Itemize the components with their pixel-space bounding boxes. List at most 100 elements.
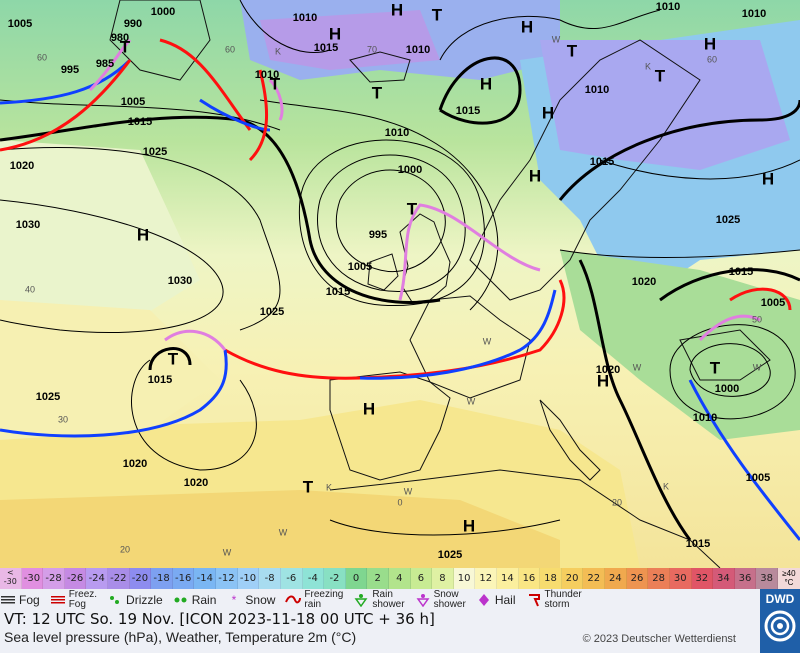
- isobar-label: 1010: [585, 84, 609, 96]
- scale-cell: -10: [237, 568, 260, 589]
- isobar-1025-south: [329, 519, 561, 536]
- scale-cell: 38: [756, 568, 778, 589]
- scale-cell: 4: [388, 568, 411, 589]
- scale-cell: -30: [21, 568, 44, 589]
- occlusion-uk: [398, 203, 541, 301]
- fronts: [0, 38, 800, 541]
- temperature-label: 20: [612, 497, 622, 507]
- isobar-label: 995: [61, 64, 79, 76]
- temperature-label: 30: [58, 414, 68, 424]
- legend-label: Hail: [494, 593, 516, 607]
- isobar-label: 1015: [729, 266, 753, 278]
- isobar-1010: [259, 99, 499, 311]
- isobar-label: 1000: [151, 6, 175, 18]
- high-pressure-center: H: [329, 24, 341, 43]
- legend-label: Snow shower: [433, 589, 466, 610]
- legend-item: * Snow: [226, 593, 275, 607]
- scale-cell: 24: [605, 568, 627, 589]
- temperature-area-mild-east: [560, 250, 800, 440]
- isobar-label: 990: [124, 18, 142, 30]
- temperature-area-warm-africa: [0, 490, 560, 568]
- isobar-label: 985: [96, 58, 114, 70]
- scale-cell: 16: [518, 568, 541, 589]
- low-pressure-center: T: [655, 66, 666, 85]
- legend-item: Hail: [476, 593, 516, 607]
- isobar-995: [335, 169, 446, 272]
- scale-cell: 22: [583, 568, 606, 589]
- scale-cell: 0: [345, 568, 368, 589]
- high-pressure-center: H: [597, 371, 609, 390]
- isobar-label: 1010: [385, 127, 409, 139]
- isobar-label: 1005: [761, 297, 785, 309]
- temperature-area-cold-east: [540, 40, 790, 170]
- legend-label: Fog: [19, 593, 40, 607]
- isobar-label: 1010: [693, 412, 717, 424]
- thunderstorm-icon: [526, 593, 542, 607]
- scale-cell: 10: [453, 568, 476, 589]
- isobar-1005: [298, 139, 485, 307]
- temperature-label: K: [645, 61, 651, 71]
- occlusion-atlantic: [268, 78, 284, 121]
- isobar-label: 1015: [326, 286, 350, 298]
- temperature-labels: 60 60 70 60 50 40 30 20 20 0 K K W W W W W K W W W K: [25, 34, 762, 557]
- pressure-labels: 1005 990 1000 980 995 985 1005 1015 1020 1025 1030…: [8, 1, 785, 561]
- occlusion-greenland: [88, 38, 132, 92]
- coastline-iberia: [329, 371, 451, 481]
- snow-icon: *: [226, 593, 242, 607]
- copyright: © 2023 Deutscher Wetterdienst: [582, 633, 736, 645]
- high-pressure-center: H: [704, 34, 716, 53]
- coastline-scandinavia: [469, 39, 701, 301]
- valid-time: VT: 12 UTC So. 19 Nov. [ICON 2023-11-18 …: [4, 610, 435, 628]
- map-info: VT: 12 UTC So. 19 Nov. [ICON 2023-11-18 …: [0, 610, 760, 653]
- isobar-1025-east: [599, 159, 800, 180]
- isobar-label: 1025: [716, 214, 740, 226]
- low-pressure-center: T: [372, 83, 383, 102]
- legend-label: Drizzle: [126, 593, 163, 607]
- temperature-label: 70: [367, 44, 377, 54]
- scale-cell: < -30: [0, 568, 22, 589]
- isobar-1010-north: [439, 9, 661, 61]
- scale-cell: 26: [626, 568, 649, 589]
- temperature-area-cool-atlantic: [0, 140, 200, 330]
- temperature-label: 0: [397, 497, 402, 507]
- isobar-label: 1010: [406, 44, 430, 56]
- isobar-label: 1025: [36, 391, 60, 403]
- isobar-label: 1015: [590, 156, 614, 168]
- temperature-label: W: [223, 547, 232, 557]
- snow-shower-icon: [415, 593, 431, 608]
- coastline-italy: [539, 399, 601, 481]
- thick-isobars: [0, 56, 800, 541]
- warm-front-atlantic-1: [248, 69, 269, 162]
- isobar-bold-1: [0, 115, 441, 304]
- scale-cell: 14: [497, 568, 519, 589]
- temperature-label: 40: [25, 284, 35, 294]
- cold-front-east: [688, 379, 800, 541]
- freezing-fog-icon: [50, 593, 66, 607]
- isobar-1020: [0, 99, 281, 131]
- isobar-label: 1000: [715, 383, 739, 395]
- isobar-label: 1025: [143, 146, 167, 158]
- high-pressure-center: H: [542, 103, 554, 122]
- isobar-label: 1020: [10, 160, 34, 172]
- scale-cell: 2: [367, 568, 389, 589]
- temperature-label: 50: [752, 314, 762, 324]
- isobar-label: 1020: [123, 458, 147, 470]
- scale-cell: 18: [540, 568, 562, 589]
- coastline-greenland: [109, 0, 211, 81]
- legend-item: Freezing rain: [285, 590, 343, 610]
- coastline-ireland: [367, 253, 399, 291]
- scale-cell: 8: [432, 568, 454, 589]
- low-pressure-center: T: [567, 41, 578, 60]
- cold-front-iberia: [359, 289, 557, 380]
- warm-front-east: [729, 287, 792, 311]
- legend-label: Snow: [245, 593, 276, 607]
- temperature-label: W: [467, 396, 476, 406]
- cold-front-north: [0, 58, 132, 105]
- low-pressure-center: T: [168, 349, 179, 368]
- scale-cell: 28: [648, 568, 670, 589]
- occlusion-atlantic-low: [164, 329, 227, 351]
- dwd-logo: DWD: [760, 589, 800, 653]
- scale-cell: -24: [86, 568, 109, 589]
- isobar-1005-east: [669, 324, 796, 420]
- legend-item: Rain: [173, 593, 216, 607]
